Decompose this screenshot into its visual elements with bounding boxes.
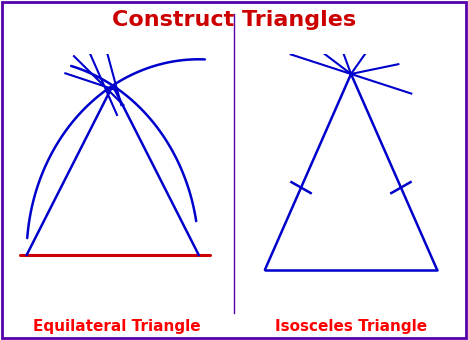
Text: Construct Triangles: Construct Triangles [112, 10, 356, 30]
Text: Isosceles Triangle: Isosceles Triangle [275, 319, 427, 334]
Text: Equilateral Triangle: Equilateral Triangle [33, 319, 201, 334]
